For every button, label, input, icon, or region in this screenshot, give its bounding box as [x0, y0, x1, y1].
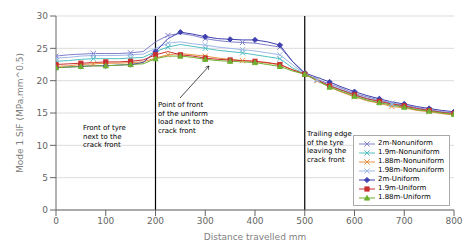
svg-text:25: 25 [37, 44, 48, 54]
html-text:1.9m-Uniform: 1.9m-Uniform [378, 184, 427, 192]
svg-text:100: 100 [97, 216, 114, 226]
html-text:1.88m-Uniform: 1.88m-Uniform [378, 193, 431, 201]
html-text:2m-Uniform: 2m-Uniform [378, 175, 420, 183]
svg-text:Mode 1 SIF (MPa.mm^0.5): Mode 1 SIF (MPa.mm^0.5) [15, 53, 25, 173]
svg-text:800: 800 [445, 216, 462, 226]
svg-text:200: 200 [147, 216, 164, 226]
svg-text:30: 30 [37, 11, 49, 21]
html-text:1.9m-Nonuniform: 1.9m-Nonuniform [378, 148, 440, 156]
html-text:2m-Nonuniform: 2m-Nonuniform [378, 139, 433, 147]
svg-text:400: 400 [246, 216, 263, 226]
html-text:1.98m-Nonuniform: 1.98m-Nonuniform [378, 166, 444, 174]
svg-text:0: 0 [42, 205, 48, 215]
svg-text:Front of tyrenext to thecrack: Front of tyrenext to thecrack front [83, 124, 126, 149]
svg-text:700: 700 [396, 216, 413, 226]
html-text:1.88m-Nonuniform: 1.88m-Nonuniform [378, 157, 444, 165]
svg-text:15: 15 [37, 108, 48, 118]
svg-text:300: 300 [197, 216, 214, 226]
svg-text:Trailing edgeof the tyreleavin: Trailing edgeof the tyreleaving thecrack… [306, 130, 352, 164]
svg-text:20: 20 [37, 76, 49, 86]
svg-text:5: 5 [42, 173, 48, 183]
svg-text:0: 0 [53, 216, 59, 226]
svg-text:500: 500 [296, 216, 313, 226]
svg-text:Point of frontof the uniformlo: Point of frontof the uniformload next to… [158, 101, 214, 135]
svg-text:Distance travelled mm: Distance travelled mm [204, 232, 306, 242]
svg-text:10: 10 [37, 141, 49, 151]
svg-text:600: 600 [346, 216, 363, 226]
